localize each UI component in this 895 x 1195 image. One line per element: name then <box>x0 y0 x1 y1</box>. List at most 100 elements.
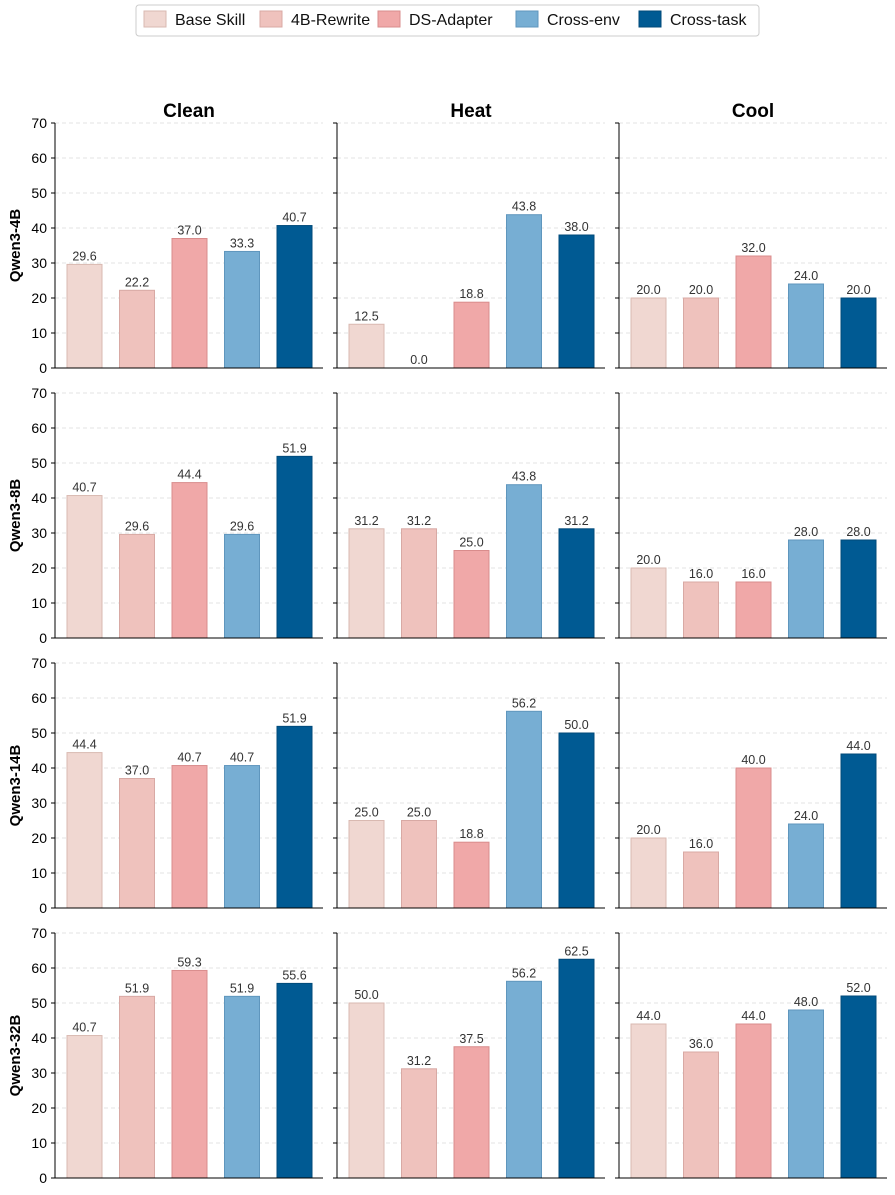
bar-base-skill <box>348 1002 385 1179</box>
bar-4b-rewrite <box>119 289 155 369</box>
legend-swatch <box>515 10 539 28</box>
legend-label: 4B-Rewrite <box>291 12 370 29</box>
bar-value-label: 20.0 <box>636 553 660 567</box>
panel-qwen3-32b-cool: 44.0 36.0 44.0 48.0 52.0 <box>615 932 887 1179</box>
bar-value-label: 40.7 <box>177 751 201 765</box>
bar-value-label: 40.7 <box>282 211 306 225</box>
y-tick-label: 70 <box>31 655 47 671</box>
legend-label: Cross-task <box>670 12 747 29</box>
bar-value-label: 43.8 <box>512 200 536 214</box>
legend-swatch <box>259 10 283 28</box>
bar-ds-adapter <box>171 482 208 639</box>
column-title-clean: Clean <box>163 101 215 122</box>
y-tick-label: 40 <box>31 760 47 776</box>
legend-label: Cross-env <box>547 12 620 29</box>
bar-value-label: 55.6 <box>282 968 306 982</box>
bar-value-label: 31.2 <box>354 514 378 528</box>
legend-frame <box>135 4 760 37</box>
y-tick-label: 60 <box>31 420 47 436</box>
bar-cross-env <box>506 980 542 1179</box>
bar-ds-adapter <box>171 969 208 1179</box>
bar-ds-adapter <box>171 238 208 369</box>
bar-base-skill <box>348 528 385 639</box>
panel-qwen3-4b-heat: 12.5 0.0 18.8 43.8 38.0 <box>333 122 605 369</box>
legend-swatch <box>638 10 662 28</box>
bar-value-label: 16.0 <box>741 567 765 581</box>
bar-4b-rewrite <box>683 1051 719 1179</box>
bar-cross-env <box>506 710 542 909</box>
bar-value-label: 33.3 <box>230 236 254 250</box>
legend-label: DS-Adapter <box>409 12 493 29</box>
bar-cross-env <box>224 765 260 909</box>
y-tick-label: 40 <box>31 1030 47 1046</box>
y-tick-label: 20 <box>31 290 47 306</box>
bar-value-label: 44.4 <box>72 738 96 752</box>
bar-cross-task <box>840 753 877 909</box>
panel-qwen3-14b-heat: 25.0 25.0 18.8 56.2 50.0 <box>333 662 605 909</box>
row-label-qwen3-14b: Qwen3-14B <box>7 744 24 826</box>
bar-cross-task <box>558 234 595 369</box>
bar-cross-task <box>840 297 877 369</box>
bar-value-label: 43.8 <box>512 470 536 484</box>
y-tick-label: 50 <box>31 185 47 201</box>
bar-cross-env <box>788 539 824 639</box>
legend-item-cross-task: Cross-task <box>638 10 747 29</box>
bar-ds-adapter <box>735 1023 772 1179</box>
row-label-qwen3-32b: Qwen3-32B <box>7 1014 24 1096</box>
y-tick-label: 0 <box>39 630 47 646</box>
bar-value-label: 52.0 <box>846 981 870 995</box>
y-tick-label: 70 <box>31 115 47 131</box>
bar-value-label: 12.5 <box>354 309 378 323</box>
bar-base-skill <box>348 820 385 909</box>
bar-value-label: 59.3 <box>177 955 201 969</box>
row-label-qwen3-8b: Qwen3-8B <box>7 479 24 553</box>
bar-ds-adapter <box>735 767 772 909</box>
y-tick-label: 20 <box>31 1100 47 1116</box>
bar-ds-adapter <box>453 841 490 909</box>
bar-value-label: 31.2 <box>564 514 588 528</box>
y-tick-label: 0 <box>39 1170 47 1186</box>
bar-cross-env <box>506 214 542 369</box>
bar-value-label: 44.0 <box>846 739 870 753</box>
bar-4b-rewrite <box>119 995 155 1179</box>
bar-cross-task <box>276 725 313 909</box>
bar-cross-task <box>558 528 595 639</box>
bar-ds-adapter <box>453 550 490 639</box>
legend-item-base-skill: Base Skill <box>143 10 245 29</box>
bar-value-label: 0.0 <box>410 353 427 367</box>
panel-qwen3-14b-clean: 0 10 20 30 40 50 60 70 44.4 37.0 40.7 40.7 51.9 <box>31 655 323 916</box>
bar-value-label: 25.0 <box>407 806 431 820</box>
bar-cross-task <box>558 958 595 1179</box>
bar-ds-adapter <box>171 765 208 909</box>
bar-value-label: 37.0 <box>177 224 201 238</box>
y-tick-label: 0 <box>39 900 47 916</box>
bar-value-label: 25.0 <box>354 806 378 820</box>
bar-value-label: 20.0 <box>846 283 870 297</box>
y-tick-label: 50 <box>31 725 47 741</box>
bar-value-label: 20.0 <box>689 283 713 297</box>
bar-4b-rewrite <box>401 820 437 909</box>
y-tick-label: 40 <box>31 220 47 236</box>
bar-value-label: 36.0 <box>689 1037 713 1051</box>
legend-item-cross-env: Cross-env <box>515 10 620 29</box>
bar-base-skill <box>630 837 667 909</box>
bar-4b-rewrite <box>119 778 155 909</box>
y-tick-label: 10 <box>31 1135 47 1151</box>
legend-label: Base Skill <box>175 12 245 29</box>
panel-qwen3-32b-clean: 0 10 20 30 40 50 60 70 40.7 51.9 59.3 51.9 55.6 <box>31 925 323 1186</box>
bar-value-label: 18.8 <box>459 827 483 841</box>
bar-value-label: 24.0 <box>794 809 818 823</box>
bar-value-label: 20.0 <box>636 823 660 837</box>
bar-value-label: 51.9 <box>282 711 306 725</box>
panel-qwen3-8b-heat: 31.2 31.2 25.0 43.8 31.2 <box>333 392 605 639</box>
bar-value-label: 29.6 <box>230 519 254 533</box>
y-tick-label: 30 <box>31 255 47 271</box>
y-tick-label: 30 <box>31 795 47 811</box>
panel-qwen3-8b-cool: 20.0 16.0 16.0 28.0 28.0 <box>615 392 887 639</box>
bar-cross-env <box>788 283 824 369</box>
bar-base-skill <box>66 263 103 369</box>
bar-value-label: 37.5 <box>459 1032 483 1046</box>
bar-cross-task <box>276 455 313 639</box>
